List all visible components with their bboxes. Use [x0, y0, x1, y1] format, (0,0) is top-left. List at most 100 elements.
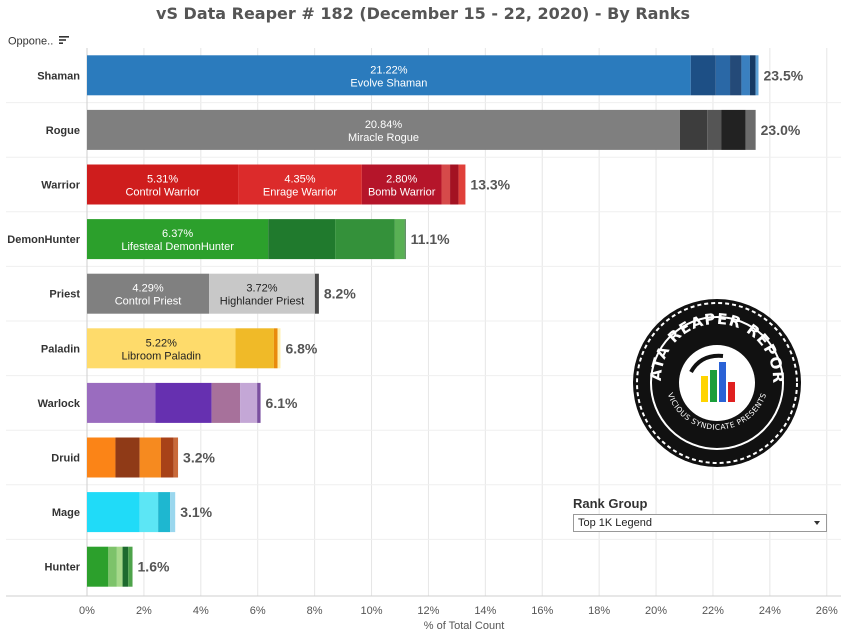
- category-label: Hunter: [45, 562, 81, 574]
- x-tick-label: 18%: [588, 605, 610, 617]
- chart-title: vS Data Reaper # 182 (December 15 - 22, …: [156, 4, 690, 23]
- bar-total-label: 8.2%: [324, 286, 356, 302]
- bar-segment[interactable]: [238, 164, 362, 205]
- bar-total-label: 3.1%: [180, 504, 212, 520]
- sort-icon[interactable]: [59, 35, 70, 48]
- data-reaper-report-logo: DATA REAPER REPORT VICIOUS SYNDICATE PRE…: [624, 280, 803, 472]
- x-tick-label: 24%: [759, 605, 781, 617]
- segment-archetype-label: Highlander Priest: [220, 296, 304, 308]
- bar-segment[interactable]: [361, 164, 442, 205]
- sort-by-opponent-header[interactable]: Oppone..: [8, 35, 70, 48]
- segment-value-label: 20.84%: [365, 119, 403, 131]
- bar-segment[interactable]: [235, 328, 274, 369]
- x-tick-label: 4%: [193, 605, 209, 617]
- bar-segment[interactable]: [87, 546, 109, 587]
- bar-segment[interactable]: [87, 109, 680, 150]
- bar-segment[interactable]: [749, 55, 756, 96]
- bar-segment[interactable]: [155, 382, 212, 423]
- sort-header-label: Oppone..: [8, 35, 54, 48]
- segment-value-label: 4.35%: [284, 174, 315, 186]
- bar-segment[interactable]: [211, 382, 241, 423]
- x-axis-title: % of Total Count: [424, 620, 505, 632]
- bar-segment[interactable]: [394, 219, 405, 260]
- bar-segment[interactable]: [170, 492, 176, 533]
- segment-archetype-label: Lifesteal DemonHunter: [121, 241, 234, 253]
- bar-segment[interactable]: [87, 437, 116, 478]
- bar-segment[interactable]: [721, 109, 746, 150]
- bar-segment[interactable]: [128, 546, 133, 587]
- bar-segment[interactable]: [209, 273, 315, 314]
- x-tick-label: 16%: [531, 605, 553, 617]
- bar-segment[interactable]: [139, 492, 159, 533]
- bar-segment[interactable]: [268, 219, 336, 260]
- bar-segment[interactable]: [257, 382, 261, 423]
- bar-segment[interactable]: [116, 546, 123, 587]
- bar-segment[interactable]: [115, 437, 140, 478]
- bar-segment[interactable]: [755, 55, 759, 96]
- category-label: Druid: [51, 453, 80, 465]
- bar-segment[interactable]: [450, 164, 459, 205]
- bar-segment[interactable]: [122, 546, 129, 587]
- bar-segment[interactable]: [87, 492, 140, 533]
- segment-archetype-label: Miracle Rogue: [348, 132, 419, 144]
- bar-segment[interactable]: [277, 328, 281, 369]
- bar-segment[interactable]: [441, 164, 451, 205]
- bar-segment[interactable]: [404, 219, 406, 260]
- x-tick-label: 8%: [307, 605, 323, 617]
- segment-value-label: 5.22%: [146, 337, 177, 349]
- segment-value-label: 5.31%: [147, 174, 178, 186]
- bar-segment[interactable]: [273, 328, 278, 369]
- category-label: Shaman: [37, 70, 80, 82]
- category-label: Priest: [49, 289, 80, 301]
- bar-segment[interactable]: [139, 437, 161, 478]
- bar-segment[interactable]: [730, 55, 742, 96]
- bar-segment[interactable]: [240, 382, 258, 423]
- segment-archetype-label: Evolve Shaman: [350, 77, 427, 89]
- segment-value-label: 4.29%: [132, 283, 163, 295]
- x-tick-label: 2%: [136, 605, 152, 617]
- bar-segment[interactable]: [690, 55, 716, 96]
- segment-archetype-label: Bomb Warrior: [368, 187, 436, 199]
- bar-segment[interactable]: [87, 55, 691, 96]
- x-tick-label: 14%: [474, 605, 496, 617]
- x-tick-label: 6%: [250, 605, 266, 617]
- bar-segment[interactable]: [745, 109, 756, 150]
- bar-segment[interactable]: [108, 546, 117, 587]
- segment-value-label: 3.72%: [246, 283, 277, 295]
- bar-segment[interactable]: [87, 382, 156, 423]
- category-label: Rogue: [46, 125, 80, 137]
- x-tick-label: 0%: [79, 605, 95, 617]
- bar-segment[interactable]: [158, 492, 171, 533]
- bar-segment[interactable]: [160, 437, 174, 478]
- segment-value-label: 21.22%: [370, 64, 408, 76]
- bar-segment[interactable]: [87, 164, 239, 205]
- bar-total-label: 23.5%: [763, 67, 803, 83]
- rank-group-selected-value: Top 1K Legend: [578, 517, 653, 529]
- bar-total-label: 11.1%: [411, 231, 450, 247]
- bar-segment[interactable]: [458, 164, 466, 205]
- bar-segment[interactable]: [87, 219, 269, 260]
- category-label: Mage: [52, 507, 80, 519]
- rank-group-dropdown[interactable]: Top 1K Legend: [573, 514, 827, 532]
- chevron-down-icon[interactable]: [814, 521, 820, 525]
- bar-total-label: 23.0%: [761, 122, 801, 138]
- segment-archetype-label: Control Warrior: [125, 187, 199, 199]
- rank-group-label: Rank Group: [573, 496, 648, 511]
- segment-archetype-label: Libroom Paladin: [122, 350, 202, 362]
- bar-total-label: 1.6%: [138, 559, 170, 575]
- bar-segment[interactable]: [707, 109, 722, 150]
- bar-segment[interactable]: [679, 109, 708, 150]
- bar-segment[interactable]: [335, 219, 395, 260]
- bar-segment[interactable]: [87, 273, 210, 314]
- bar-segment[interactable]: [741, 55, 750, 96]
- bar-segment[interactable]: [87, 328, 236, 369]
- category-label: Warrior: [41, 180, 80, 192]
- bar-segment[interactable]: [715, 55, 731, 96]
- bar-segment[interactable]: [173, 437, 179, 478]
- bar-segment[interactable]: [314, 273, 319, 314]
- x-tick-label: 22%: [702, 605, 724, 617]
- x-tick-label: 10%: [361, 605, 383, 617]
- bar-total-label: 13.3%: [470, 177, 510, 193]
- segment-archetype-label: Control Priest: [115, 296, 182, 308]
